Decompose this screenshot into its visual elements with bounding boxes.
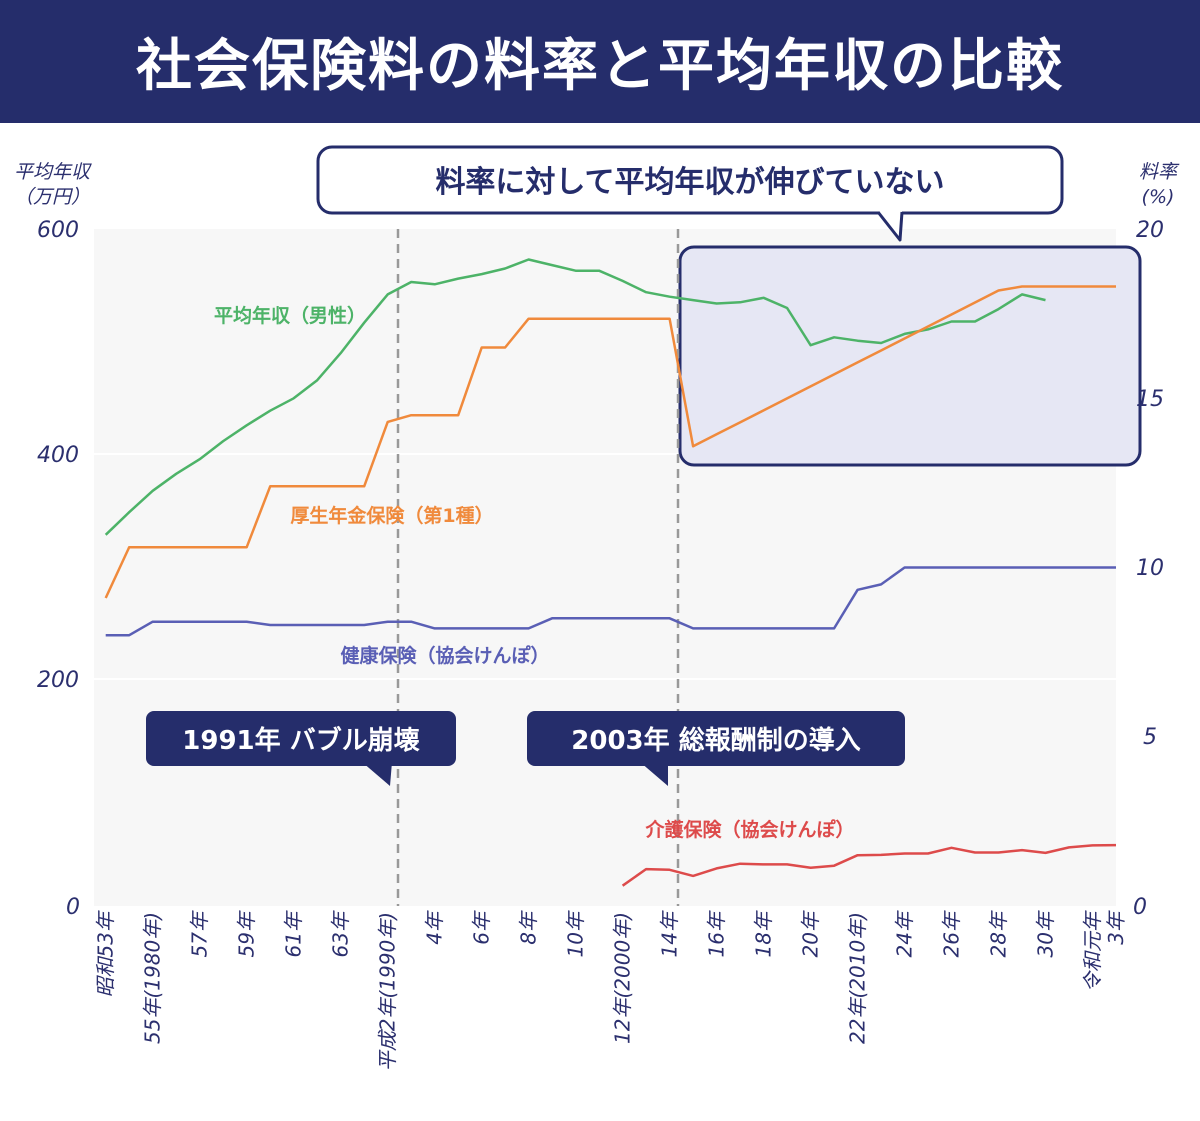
title-banner: 社会保険料の料率と平均年収の比較 (0, 0, 1200, 123)
right-tick-20: 20 (1136, 218, 1164, 243)
headline-callout: 料率に対して平均年収が伸びていない (316, 145, 1064, 242)
x-tick-label: 61年 (282, 910, 306, 957)
label-care: 介護保険（協会けんぽ） (644, 818, 854, 841)
left-tick-200: 200 (37, 668, 79, 693)
x-tick-label: 22年(2010年) (846, 912, 870, 1044)
reform-text: 2003年 総報酬制の導入 (571, 725, 860, 756)
x-tick-label: 昭和53年 (94, 910, 118, 997)
bubble-callout: 1991年 バブル崩壊 (146, 711, 456, 786)
x-tick-label: 57年 (188, 910, 212, 957)
series-line-income (104, 258, 1046, 536)
headline-text: 料率に対して平均年収が伸びていない (435, 165, 944, 200)
bubble-box (146, 711, 456, 766)
series-line-care (621, 843, 1117, 887)
x-axis-ticks: 昭和53年 55年(1980年) 57年 59年 61年 63年 平成2年(1990年) 4年… (94, 910, 1128, 1071)
headline-pointer (876, 211, 904, 242)
x-tick-label: 26年 (940, 910, 964, 957)
reform-box (527, 711, 905, 766)
series-line-pension (104, 285, 1116, 599)
label-health: 健康保険（協会けんぽ） (340, 644, 549, 667)
x-tick-label: 18年 (752, 910, 776, 957)
right-axis-unit-1: 料率 (1139, 161, 1180, 183)
x-tick-label: 8年 (517, 910, 541, 945)
right-tick-15: 15 (1136, 387, 1164, 412)
x-tick-label: 63年 (329, 910, 353, 957)
x-tick-label: 59年 (235, 910, 259, 957)
left-tick-0: 0 (66, 895, 80, 920)
left-axis-unit-1: 平均年収 (14, 161, 92, 183)
x-tick-label: 3年 (1104, 910, 1128, 945)
bubble-text: 1991年 バブル崩壊 (182, 725, 419, 756)
x-tick-label: 24年 (893, 910, 917, 957)
right-axis-unit-2: (%) (1142, 186, 1175, 208)
x-tick-label: 12年(2000年) (611, 912, 635, 1044)
reform-callout: 2003年 総報酬制の導入 (527, 711, 905, 786)
x-tick-label: 28年 (987, 910, 1011, 957)
x-tick-label: 16年 (705, 910, 729, 957)
x-tick-label: 55年(1980年) (141, 912, 165, 1044)
x-tick-label: 4年 (423, 910, 447, 945)
series-line-health (105, 566, 1116, 637)
label-income: 平均年収（男性） (214, 304, 366, 327)
x-tick-label: 20年 (799, 910, 823, 957)
x-tick-label: 令和元年 (1081, 910, 1105, 992)
label-pension: 厚生年金保険（第1種） (290, 504, 493, 527)
x-tick-label: 14年 (658, 910, 682, 957)
left-tick-600: 600 (37, 218, 79, 243)
right-tick-10: 10 (1136, 556, 1164, 581)
x-tick-label: 10年 (564, 910, 588, 957)
bubble-pointer (362, 762, 392, 786)
x-tick-label: 30年 (1034, 910, 1058, 957)
x-tick-label: 平成2年(1990年) (376, 912, 400, 1071)
reform-pointer (640, 762, 668, 786)
page-title: 社会保険料の料率と平均年収の比較 (136, 34, 1064, 99)
x-tick-label: 6年 (470, 910, 494, 945)
highlight-region (678, 245, 1142, 467)
left-tick-400: 400 (37, 443, 79, 468)
right-tick-0: 0 (1133, 895, 1147, 920)
headline-box (316, 145, 1064, 215)
right-tick-5: 5 (1143, 725, 1157, 750)
left-axis-unit-2: （万円） (14, 186, 90, 208)
